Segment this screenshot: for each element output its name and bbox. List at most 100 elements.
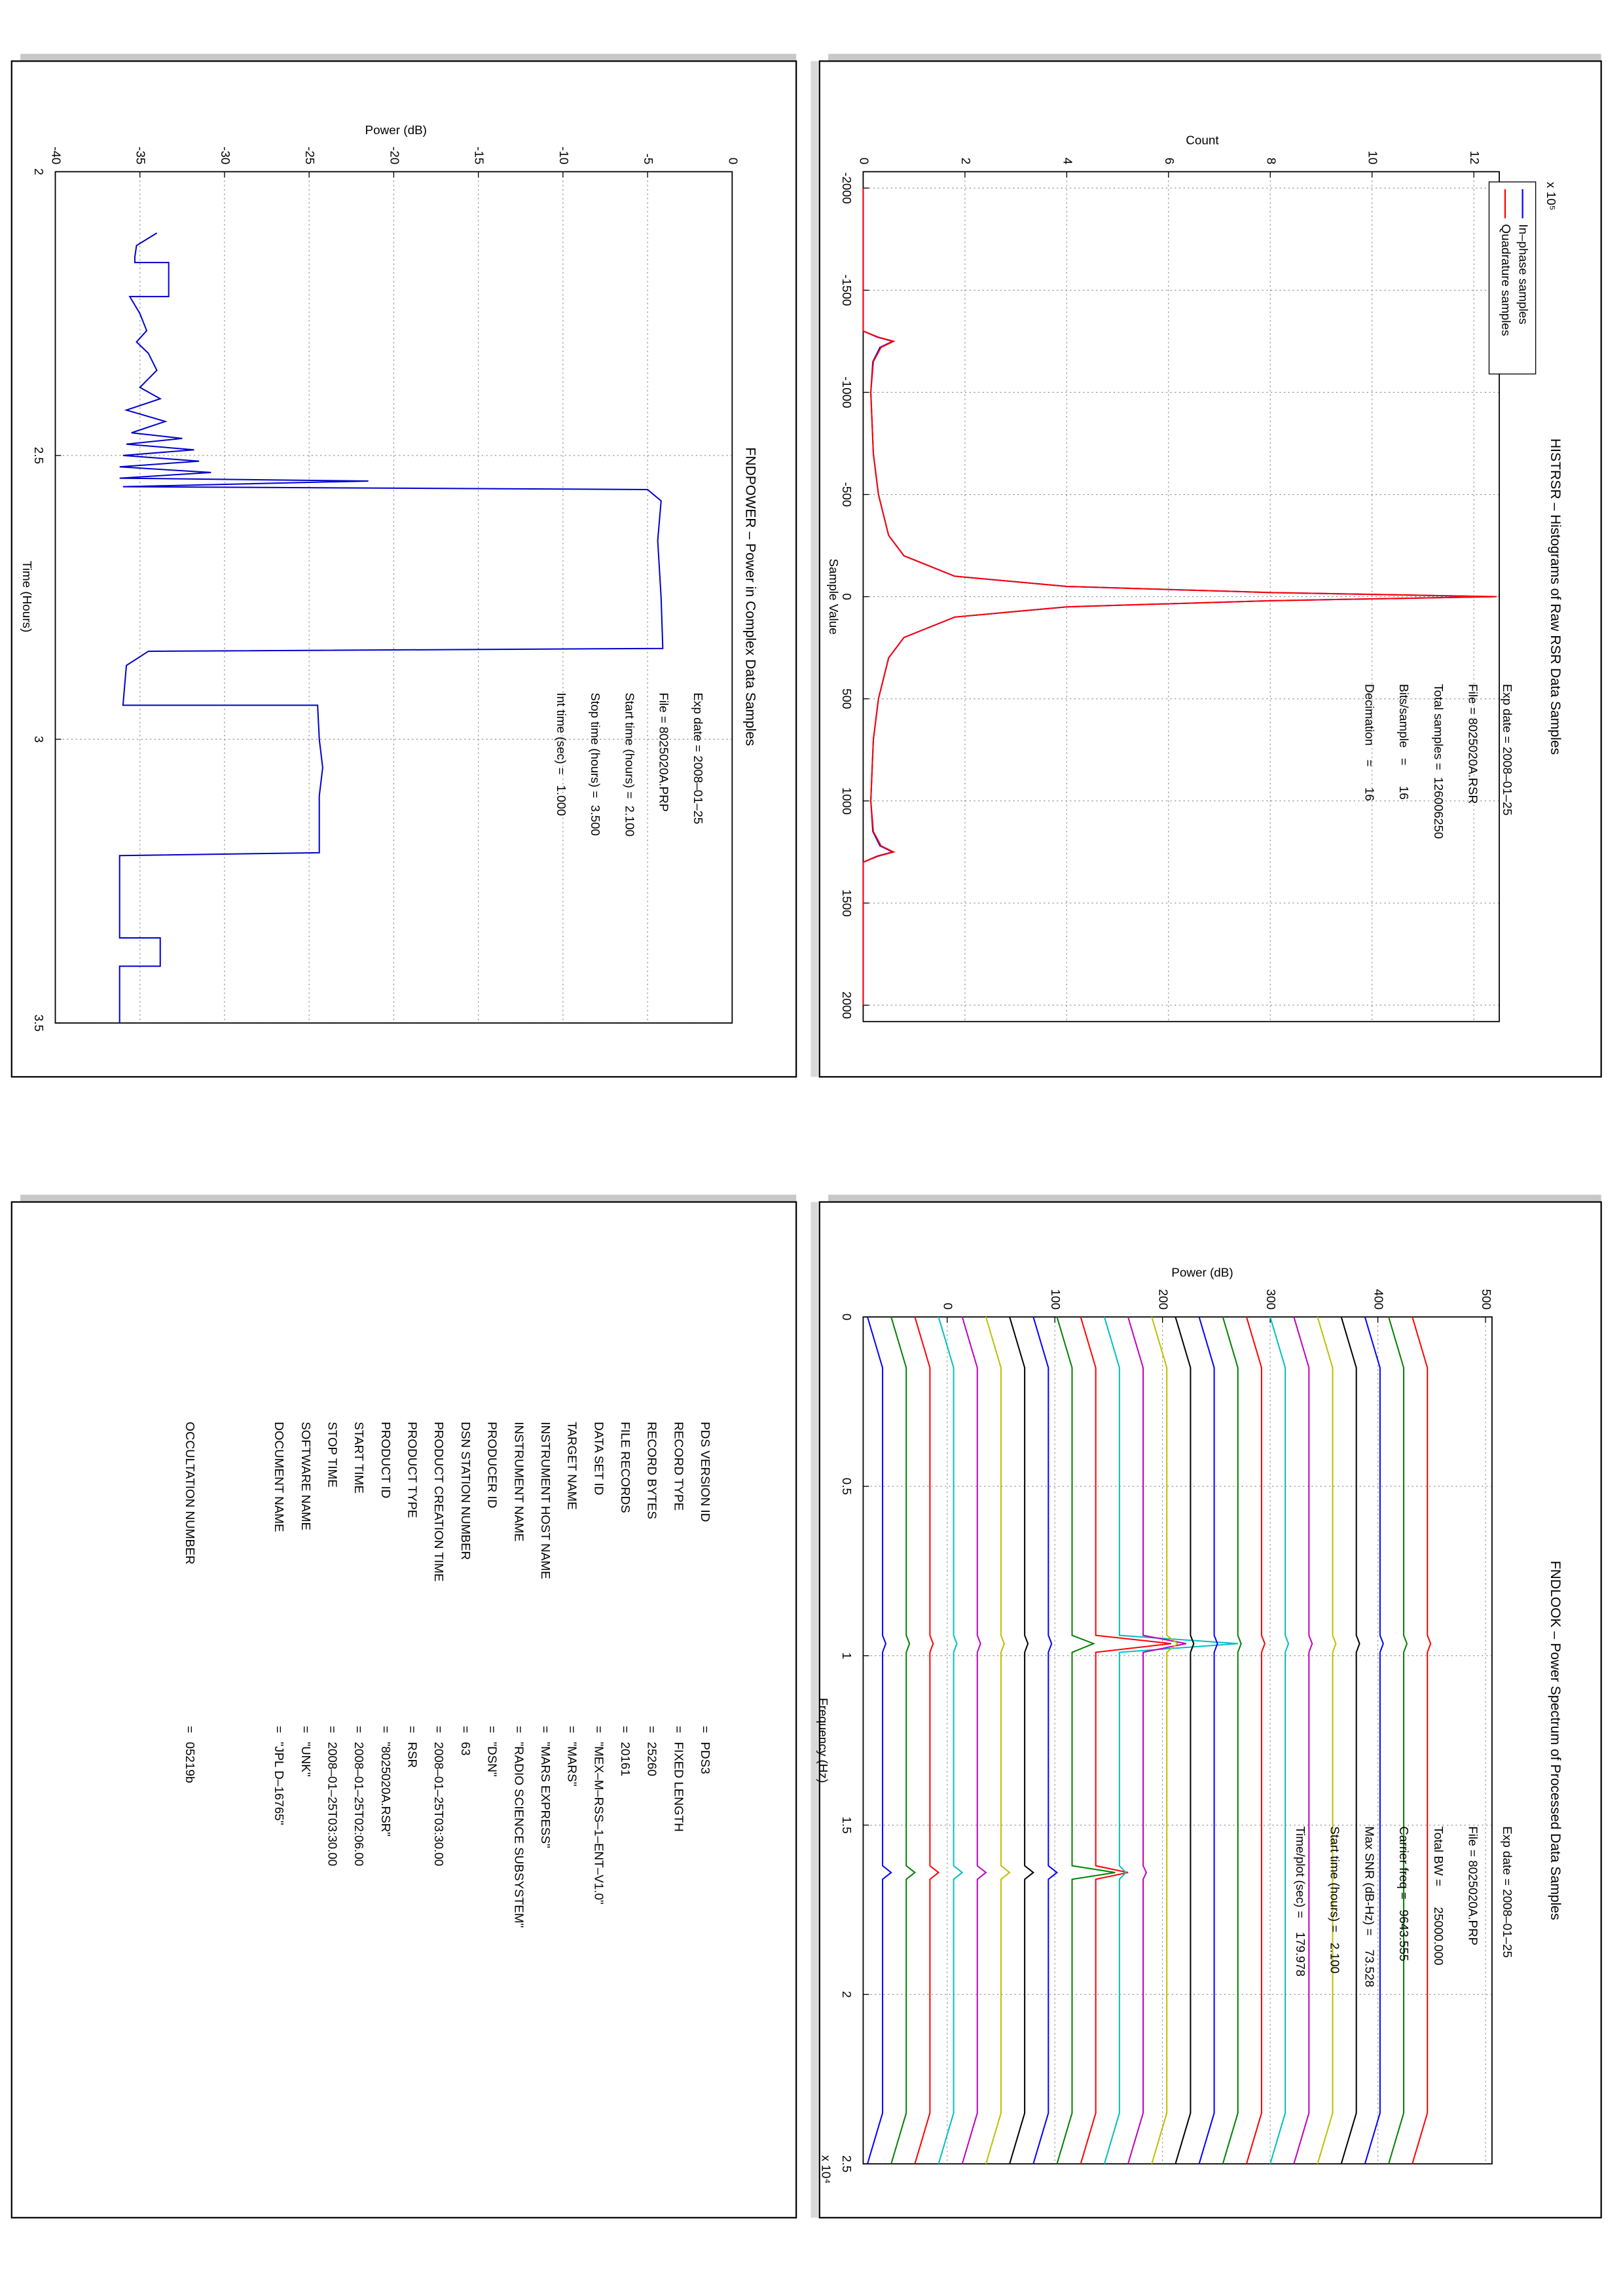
- y-tick-label: -10: [556, 147, 570, 164]
- label-key: START TIME: [352, 1422, 365, 1494]
- label-key: INSTRUMENT NAME: [511, 1422, 525, 1541]
- y-tick-label: 2: [958, 158, 972, 165]
- y-tick-label: -35: [134, 147, 147, 164]
- label-separator: =: [405, 1726, 419, 1733]
- label-separator: =: [538, 1726, 552, 1733]
- annotation: File = 8025020A.PRP: [1465, 1826, 1479, 1945]
- y-tick-label: -30: [218, 147, 232, 164]
- annotation: Carrier freq = 9643.555: [1396, 1826, 1410, 1961]
- chart-title: FNDPOWER – Power in Complex Data Samples: [742, 447, 757, 745]
- y-tick-label: -40: [49, 147, 63, 164]
- label-value: PDS3: [698, 1742, 712, 1774]
- label-value: 2008–01–25T02:06.00: [352, 1742, 365, 1866]
- y-axis-label: Count: [1186, 134, 1219, 148]
- label-value: "8025020A.RSR": [378, 1742, 392, 1837]
- x-tick-label: 3: [31, 736, 45, 743]
- annotation: Exp date = 2008–01–25: [691, 692, 704, 824]
- panel-shadow: [811, 61, 818, 1077]
- label-separator: =: [378, 1726, 392, 1733]
- series-line: [1080, 1316, 1171, 2164]
- annotation: File = 8025020A.RSR: [1465, 684, 1479, 804]
- series-line: [1032, 1316, 1059, 2164]
- x-tick-label: 2.5: [839, 2155, 853, 2172]
- label-separator: =: [272, 1726, 285, 1733]
- x-tick-label: 1.5: [839, 1816, 853, 1833]
- series-line: [1317, 1316, 1337, 2164]
- y-tick-label: 200: [1156, 1289, 1170, 1310]
- y-tick-label: 8: [1264, 158, 1277, 165]
- label-key: STOP TIME: [325, 1422, 338, 1488]
- x-tick-label: 500: [839, 689, 853, 709]
- label-key: RECORD BYTES: [645, 1422, 659, 1519]
- panel-frame: [818, 60, 1602, 1078]
- chart-title: HISTRSR – Histograms of Raw RSR Data Sam…: [1548, 439, 1563, 755]
- x-tick-label: -1500: [839, 274, 853, 306]
- x-tick-label: 0: [839, 1314, 853, 1321]
- x-tick-label: 2: [839, 1991, 853, 1998]
- y-axis-label: Power (dB): [365, 124, 427, 137]
- x-tick-label: -1000: [839, 376, 853, 408]
- label-key: SOFTWARE NAME: [299, 1422, 312, 1530]
- label-value: 25260: [645, 1742, 659, 1776]
- panel-shadow: [828, 1194, 1601, 1202]
- x-axis-label: Frequency (Hz): [816, 1698, 830, 1783]
- label-key: RECORD TYPE: [671, 1422, 685, 1511]
- label-separator: =: [352, 1726, 365, 1733]
- legend-label: Quadrature samples: [1499, 224, 1512, 336]
- label-separator: =: [183, 1726, 196, 1733]
- annotation: Stop time (hours) = 3.500: [588, 692, 602, 836]
- panel-frame: [818, 1201, 1602, 2219]
- label-value: "DSN": [485, 1742, 499, 1776]
- panel-shadow: [20, 54, 797, 62]
- series-line: [1175, 1316, 1195, 2164]
- series-line: [1009, 1316, 1034, 2164]
- annotation: Int time (sec) = 1.000: [554, 692, 568, 816]
- series-line: [119, 232, 664, 1024]
- axes-box: [862, 171, 1500, 1022]
- panel-shadow: [20, 1194, 797, 1202]
- x-tick-label: 1000: [839, 787, 853, 815]
- annotation: Total samples = 126006250: [1431, 684, 1445, 839]
- series-line: [1412, 1316, 1432, 2164]
- series-line: [938, 1316, 964, 2164]
- x-axis-label: Time (Hours): [20, 561, 33, 632]
- panel-shadow: [811, 1202, 818, 2218]
- label-value: RSR: [405, 1742, 419, 1768]
- y-tick-label: 12: [1467, 151, 1481, 164]
- annotation: Start time (hours) = 2.100: [622, 692, 636, 836]
- annotation: Decimation = 16: [1362, 684, 1376, 801]
- series-line: [1222, 1316, 1242, 2164]
- y-tick-label: 400: [1372, 1289, 1385, 1310]
- label-value: "MARS EXPRESS": [538, 1742, 552, 1848]
- x-tick-label: 0.5: [839, 1478, 853, 1495]
- annotation: Bits/sample = 16: [1396, 684, 1410, 800]
- panel-shadow: [828, 54, 1601, 62]
- x-tick-label: 2000: [839, 992, 853, 1019]
- label-value: "JPL D–16765": [272, 1742, 285, 1825]
- series-line: [1293, 1316, 1313, 2164]
- label-key: PDS VERSION ID: [698, 1422, 712, 1522]
- annotation: Start time (hours) = 2.100: [1328, 1826, 1341, 1973]
- series-line: [1056, 1316, 1116, 2164]
- panel-frame: [10, 1201, 797, 2219]
- label-value: FIXED LENGTH: [671, 1742, 685, 1831]
- series-line: [867, 1316, 892, 2164]
- label-separator: =: [645, 1726, 659, 1733]
- label-separator: =: [565, 1726, 579, 1733]
- y-axis-label: Power (dB): [1171, 1266, 1233, 1280]
- y-tick-label: -20: [387, 147, 401, 164]
- label-key: DSN STATION NUMBER: [458, 1422, 472, 1560]
- label-key: PRODUCT ID: [378, 1422, 392, 1498]
- series-line: [1388, 1316, 1408, 2164]
- label-value: 2008–01–25T03:30.00: [325, 1742, 338, 1866]
- axes-box: [862, 1316, 1493, 2164]
- y-tick-label: -5: [641, 153, 655, 164]
- x-tick-label: 2.5: [31, 447, 45, 464]
- label-separator: =: [431, 1726, 445, 1733]
- series-line: [1364, 1316, 1384, 2164]
- y-tick-label: 500: [1479, 1289, 1493, 1310]
- label-separator: =: [299, 1726, 312, 1733]
- series-line: [985, 1316, 1011, 2164]
